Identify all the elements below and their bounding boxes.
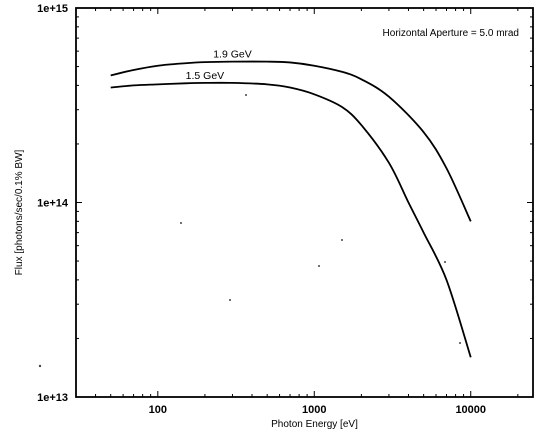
series-label-1: 1.9 GeV — [213, 49, 252, 61]
speck — [180, 222, 182, 224]
series-labels: 1.9 GeV 1.5 GeV — [186, 49, 252, 82]
x-tick-label: 100 — [149, 404, 167, 416]
scan-specks — [38, 94, 461, 368]
aperture-annotation: Horizontal Aperture = 5.0 mrad — [383, 28, 519, 39]
y-tick-label: 1e+14 — [37, 198, 69, 210]
speck — [459, 342, 461, 344]
x-axis-ticks: 100 1000 10000 — [75, 8, 519, 416]
y-axis-label: Flux [photons/sec/0.1% BW] — [14, 149, 25, 275]
y-tick-label: 1e+13 — [37, 392, 68, 404]
speck — [245, 94, 247, 96]
x-axis-label: Photon Energy [eV] — [271, 419, 358, 430]
speck — [38, 364, 42, 368]
series-label-2: 1.5 GeV — [186, 70, 225, 82]
series-line-1 — [110, 60, 472, 222]
speck — [318, 265, 320, 267]
speck — [229, 299, 231, 301]
x-tick-label: 10000 — [455, 404, 486, 416]
series-line-2 — [110, 81, 472, 358]
y-tick-label: 1e+15 — [37, 3, 68, 15]
speck — [444, 261, 446, 263]
x-tick-label: 1000 — [302, 404, 326, 416]
series-lines — [110, 60, 472, 358]
y-axis-ticks: 1e+13 1e+14 1e+15 — [37, 3, 533, 404]
speck — [341, 239, 343, 241]
